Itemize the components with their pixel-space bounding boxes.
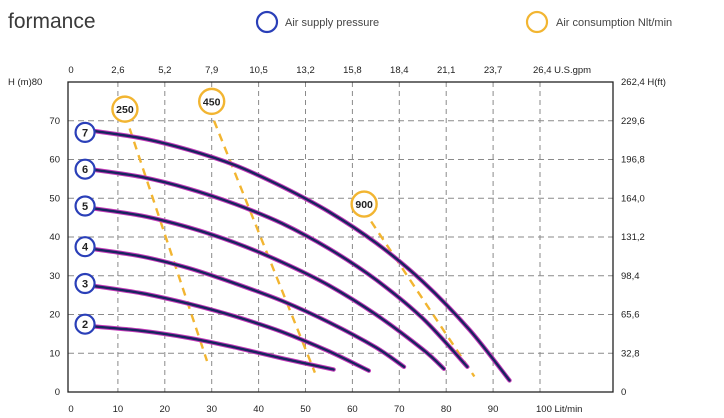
y-right-tick-label: 131,2	[621, 232, 645, 243]
pressure-badge-label-2: 2	[82, 319, 88, 331]
x-tick-label: 0	[68, 404, 73, 415]
legend-label-air-consumption: Air consumption Nlt/min	[556, 17, 672, 29]
x-tick-label: 20	[160, 404, 171, 415]
pressure-badge-label-6: 6	[82, 164, 88, 176]
x-top-tick-label: 0	[68, 65, 73, 76]
y-tick-label: 60	[49, 155, 60, 166]
x-tick-label: 100 Lit/min	[536, 404, 582, 415]
pressure-badge-6	[74, 158, 96, 180]
curve-line-4	[88, 247, 406, 368]
plot-border	[67, 81, 614, 393]
x-top-tick-label: 23,7	[484, 65, 503, 76]
curve-line-6	[88, 168, 469, 368]
x-tick-label: 70	[394, 404, 405, 415]
y-right-tick-label: 32,8	[621, 348, 640, 359]
curve-line-7	[88, 129, 511, 382]
x-top-tick-label: 2,6	[111, 65, 124, 76]
legend-marker-air-supply	[255, 10, 279, 34]
air-consumption-line-250	[128, 128, 209, 362]
y-tick-label: 20	[49, 310, 60, 321]
x-top-tick-label: 7,9	[205, 65, 218, 76]
y-right-tick-label: 98,4	[621, 271, 640, 282]
y-right-tick-label: 229,6	[621, 116, 645, 127]
curve-line-2	[88, 324, 335, 371]
grid	[68, 82, 613, 392]
x-tick-label: 30	[206, 404, 217, 415]
air-consumption-line-900	[370, 220, 476, 378]
air-badge-label-250: 250	[116, 104, 134, 116]
y-tick-label: 50	[49, 193, 60, 204]
air-badge-450	[197, 87, 226, 116]
x-top-tick-label: 26,4 U.S.gpm	[533, 65, 591, 76]
y-tick-label: 0	[55, 387, 60, 398]
y-right-tick-label: 262,4 H(ft)	[621, 77, 666, 88]
pressure-badge-label-4: 4	[82, 242, 89, 254]
air-badge-label-450: 450	[203, 96, 221, 108]
air-badge-label-900: 900	[355, 199, 373, 211]
pressure-badge-label-5: 5	[82, 201, 88, 213]
curve-badges: 2 3 4 5 6 7 250 450 900	[74, 87, 378, 335]
legend-label-air-supply: Air supply pressure	[285, 17, 379, 29]
pressure-curves	[87, 128, 512, 383]
legend-marker-air-consumption	[525, 10, 549, 34]
x-top-tick-label: 5,2	[158, 65, 171, 76]
pressure-badge-3	[74, 272, 96, 295]
y-right-tick-label: 65,6	[621, 310, 640, 321]
pressure-badge-5	[74, 195, 96, 217]
x-top-tick-label: 13,2	[296, 65, 315, 76]
plot-frame	[67, 81, 614, 393]
y-right-tick-label: 196,8	[621, 155, 645, 166]
x-tick-label: 80	[441, 404, 452, 415]
x-tick-label: 60	[347, 404, 358, 415]
chart-title: formance	[8, 10, 96, 33]
x-tick-label: 40	[253, 404, 264, 415]
air-consumption-line-450	[212, 120, 316, 374]
chart-header: formance Air supply pressure Air consump…	[8, 10, 672, 34]
y-tick-label: 40	[49, 232, 60, 243]
air-badge-900	[350, 190, 378, 218]
x-top-tick-label: 15,8	[343, 65, 362, 76]
y-tick-label: 70	[49, 116, 60, 127]
curve-line-5	[88, 206, 446, 370]
y-tick-label: 30	[49, 271, 60, 282]
x-tick-label: 50	[300, 404, 311, 415]
x-tick-label: 90	[488, 404, 499, 415]
air-badge-250	[111, 95, 139, 123]
curve-line-3	[88, 284, 370, 372]
x-top-tick-label: 21,1	[437, 65, 456, 76]
y-tick-label: H (m)80	[8, 77, 42, 88]
x-top-tick-label: 10,5	[249, 65, 268, 76]
y-right-tick-label: 0	[621, 387, 626, 398]
y-right-tick-label: 164,0	[621, 193, 645, 204]
x-tick-label: 10	[113, 404, 124, 415]
pressure-badge-label-3: 3	[82, 279, 88, 291]
x-top-tick-label: 18,4	[390, 65, 409, 76]
y-tick-label: 10	[49, 348, 60, 359]
pressure-badge-label-7: 7	[82, 127, 88, 139]
pressure-badge-2	[74, 313, 96, 335]
pressure-badge-7	[74, 121, 96, 143]
pressure-badge-4	[74, 236, 96, 258]
